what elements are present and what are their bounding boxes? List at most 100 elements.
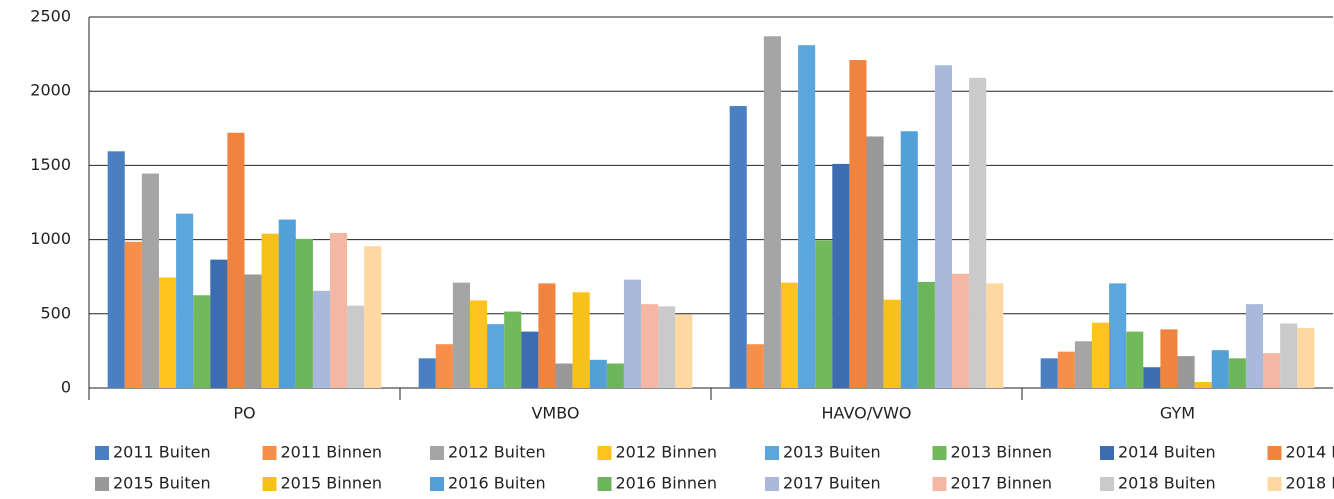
bar bbox=[1245, 304, 1264, 388]
legend-label: 2015 Binnen bbox=[281, 474, 383, 493]
bar bbox=[107, 151, 125, 388]
bar bbox=[538, 283, 556, 388]
bar bbox=[312, 290, 331, 388]
bar bbox=[244, 274, 262, 388]
y-tick-label: 2500 bbox=[30, 7, 71, 26]
bar bbox=[658, 306, 676, 388]
bar bbox=[1280, 323, 1298, 388]
bar bbox=[555, 363, 573, 388]
legend-label: 2017 Buiten bbox=[783, 474, 881, 493]
bar bbox=[934, 65, 953, 388]
legend-label: 2017 Binnen bbox=[951, 474, 1053, 493]
legend-label: 2016 Binnen bbox=[616, 474, 718, 493]
bar bbox=[589, 359, 607, 388]
bar bbox=[832, 163, 850, 388]
bar bbox=[347, 305, 365, 388]
bar bbox=[141, 173, 159, 388]
x-tick-label: PO bbox=[233, 404, 255, 423]
bar bbox=[1228, 358, 1246, 388]
bar bbox=[675, 314, 693, 388]
x-tick-label: VMBO bbox=[531, 404, 579, 423]
legend-swatch bbox=[597, 477, 612, 491]
bar bbox=[261, 233, 279, 388]
bar bbox=[210, 259, 228, 388]
bar bbox=[798, 45, 816, 389]
x-tick-label: GYM bbox=[1160, 404, 1195, 423]
legend-label: 2011 Binnen bbox=[281, 443, 383, 462]
legend-swatch bbox=[597, 446, 612, 460]
bar bbox=[1160, 329, 1178, 388]
bar bbox=[952, 273, 970, 388]
bar bbox=[815, 240, 833, 388]
bar bbox=[883, 299, 901, 388]
legend-swatch bbox=[95, 477, 109, 491]
legend-label: 2015 Buiten bbox=[113, 474, 211, 493]
legend-label: 2011 Buiten bbox=[113, 443, 211, 462]
bar bbox=[1194, 382, 1212, 388]
bar bbox=[780, 282, 799, 388]
bar bbox=[849, 60, 867, 388]
bar bbox=[521, 331, 539, 388]
bar bbox=[469, 300, 488, 388]
bar bbox=[295, 238, 313, 388]
bar bbox=[1057, 351, 1075, 388]
bar bbox=[866, 136, 884, 388]
y-tick-label: 1000 bbox=[30, 229, 71, 248]
legend-swatch bbox=[765, 477, 779, 491]
legend-swatch bbox=[262, 477, 277, 491]
legend-swatch bbox=[932, 477, 947, 491]
legend-swatch bbox=[95, 446, 109, 460]
legend-label: 2018 Buiten bbox=[1118, 474, 1216, 493]
legend-label: 2012 Buiten bbox=[448, 443, 546, 462]
bar bbox=[487, 324, 505, 388]
y-tick-label: 0 bbox=[61, 378, 71, 397]
legend-swatch bbox=[1267, 477, 1282, 491]
bar bbox=[330, 232, 348, 388]
bar bbox=[452, 282, 470, 388]
bar bbox=[1126, 331, 1144, 388]
legend-swatch bbox=[1100, 477, 1114, 491]
bar bbox=[900, 131, 918, 388]
legend-label: 2018 Binnen bbox=[1286, 474, 1334, 493]
bar bbox=[1177, 356, 1195, 388]
legend-swatch bbox=[1100, 446, 1114, 460]
bar bbox=[1091, 322, 1110, 388]
bar bbox=[158, 277, 177, 388]
bar bbox=[124, 241, 142, 388]
bar bbox=[278, 219, 296, 388]
legend-swatch bbox=[430, 477, 444, 491]
bar bbox=[364, 246, 382, 388]
legend-swatch bbox=[932, 446, 947, 460]
legend-swatch bbox=[262, 446, 277, 460]
y-tick-label: 2000 bbox=[30, 81, 71, 100]
bar bbox=[193, 295, 211, 388]
legend-label: 2014 Buiten bbox=[1118, 443, 1216, 462]
bar bbox=[729, 106, 747, 388]
bar bbox=[1143, 367, 1161, 388]
bar bbox=[1297, 327, 1315, 388]
legend-label: 2016 Buiten bbox=[448, 474, 546, 493]
bar bbox=[1263, 353, 1281, 388]
bar bbox=[418, 358, 436, 388]
y-tick-label: 500 bbox=[40, 303, 71, 322]
legend-label: 2013 Binnen bbox=[951, 443, 1053, 462]
bar bbox=[504, 311, 522, 388]
bar bbox=[641, 304, 659, 388]
bar bbox=[1109, 283, 1127, 388]
legend-swatch bbox=[1267, 446, 1282, 460]
bar bbox=[986, 283, 1004, 388]
legend-label: 2013 Buiten bbox=[783, 443, 881, 462]
legend-swatch bbox=[430, 446, 444, 460]
legend-label: 2014 Binnen bbox=[1286, 443, 1334, 462]
bar bbox=[435, 344, 453, 388]
y-tick-label: 1500 bbox=[30, 155, 71, 174]
bar bbox=[763, 36, 781, 389]
bar bbox=[746, 344, 764, 388]
bar bbox=[1074, 341, 1092, 388]
bar bbox=[1211, 350, 1229, 388]
bar bbox=[917, 281, 935, 388]
bar bbox=[623, 279, 642, 388]
bar bbox=[606, 363, 624, 388]
bar bbox=[176, 213, 194, 388]
